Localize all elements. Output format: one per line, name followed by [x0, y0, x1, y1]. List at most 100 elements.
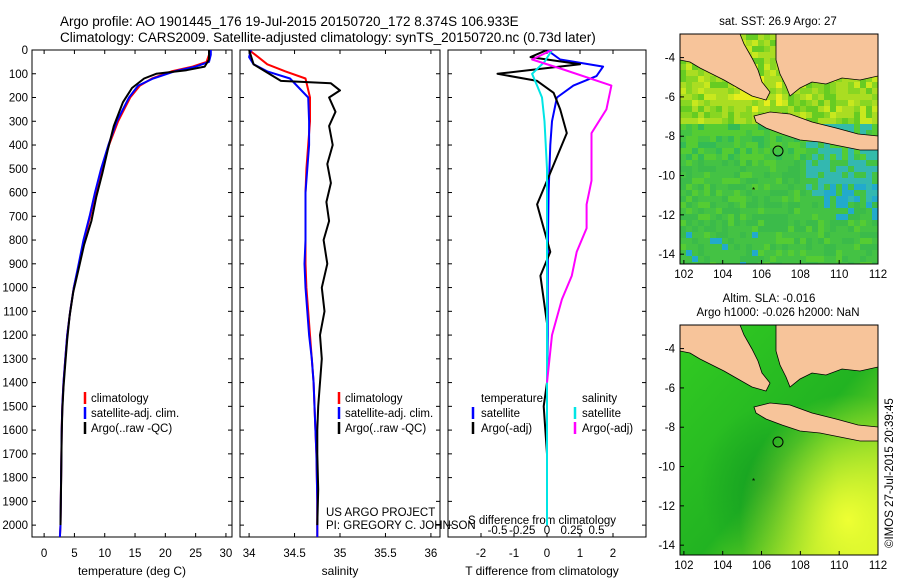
- sst-cell: [842, 208, 848, 214]
- sst-cell: [746, 154, 752, 160]
- sst-cell: [740, 34, 746, 40]
- y-tick-label: 400: [9, 140, 28, 152]
- y-tick-label: 300: [9, 116, 28, 128]
- map-y-tick-label: -6: [665, 383, 675, 395]
- sst-cell: [848, 94, 854, 100]
- figure-title-line2: Climatology: CARS2009. Satellite-adjuste…: [60, 30, 596, 45]
- sst-cell: [728, 196, 734, 202]
- sst-cell: [770, 160, 776, 166]
- sst-cell: [800, 142, 806, 148]
- sst-cell: [806, 142, 812, 148]
- sst-cell: [818, 166, 824, 172]
- y-tick-label: 700: [9, 211, 28, 223]
- sst-cell: [728, 190, 734, 196]
- sst-cell: [746, 40, 752, 46]
- sst-cell: [686, 238, 692, 244]
- sst-cell: [836, 190, 842, 196]
- sst-cell: [716, 148, 722, 154]
- sst-cell: [794, 202, 800, 208]
- sst-cell: [740, 262, 746, 264]
- sst-cell: [860, 184, 866, 190]
- sst-cell: [764, 106, 770, 112]
- salinity-panel-frame: [239, 49, 441, 538]
- sst-cell: [848, 238, 854, 244]
- sst-cell: [872, 124, 878, 130]
- sst-cell: [740, 142, 746, 148]
- sst-cell: [710, 136, 716, 142]
- sst-cell: [746, 232, 752, 238]
- sst-cell: [854, 232, 860, 238]
- sst-cell: [866, 178, 872, 184]
- sst-cell: [812, 208, 818, 214]
- sst-cell: [704, 88, 710, 94]
- sst-cell: [872, 190, 878, 196]
- sst-cell: [794, 142, 800, 148]
- sst-cell: [830, 82, 836, 88]
- sst-cell: [836, 100, 842, 106]
- sst-cell: [830, 154, 836, 160]
- sst-cell: [746, 160, 752, 166]
- sst-cell: [872, 166, 878, 172]
- sst-cell: [842, 154, 848, 160]
- sst-cell: [740, 256, 746, 262]
- x-tick-label: 2: [610, 548, 616, 560]
- sst-cell: [794, 178, 800, 184]
- sst-cell: [680, 112, 686, 118]
- sst-cell: [716, 250, 722, 256]
- sst-cell: [728, 112, 734, 118]
- sst-cell: [686, 232, 692, 238]
- sst-cell: [710, 238, 716, 244]
- sst-cell: [746, 262, 752, 264]
- difference-axes: -2 -1 0 1 2 -0.5 -0.25 0 0.25 0.5: [448, 49, 646, 560]
- sst-cell: [824, 106, 830, 112]
- sst-cell: [686, 250, 692, 256]
- sst-cell: [722, 196, 728, 202]
- sst-cell: [836, 232, 842, 238]
- sst-cell: [692, 232, 698, 238]
- sst-cell: [854, 172, 860, 178]
- sst-cell: [788, 190, 794, 196]
- sst-cell: [680, 196, 686, 202]
- sst-cell: [758, 148, 764, 154]
- sst-cell: [812, 172, 818, 178]
- sst-cell: [764, 136, 770, 142]
- sst-cell: [734, 238, 740, 244]
- sst-cell: [794, 112, 800, 118]
- sst-cell: [710, 76, 716, 82]
- sst-cell: [746, 112, 752, 118]
- sst-cell: [728, 250, 734, 256]
- sst-map-title: sat. SST: 26.9 Argo: 27: [719, 16, 837, 28]
- series-line-salinity-satellite: [531, 50, 553, 526]
- sst-cell: [848, 214, 854, 220]
- sst-cell: [692, 82, 698, 88]
- sst-cell: [812, 190, 818, 196]
- sst-cell: [854, 124, 860, 130]
- sst-cell: [686, 160, 692, 166]
- sst-cell: [698, 94, 704, 100]
- sst-cell: [734, 130, 740, 136]
- sst-map: *: [680, 34, 878, 264]
- sst-cell: [758, 256, 764, 262]
- sst-cell: [722, 130, 728, 136]
- temperature-xlabel: temperature (deg C): [78, 564, 186, 578]
- sst-cell: [776, 148, 782, 154]
- sst-cell: [782, 220, 788, 226]
- y-tick-label: 200: [9, 93, 28, 105]
- sst-cell: [794, 184, 800, 190]
- sst-cell: [770, 100, 776, 106]
- sst-cell: [854, 214, 860, 220]
- sst-cell: [830, 94, 836, 100]
- sst-cell: [812, 100, 818, 106]
- sst-cell: [860, 202, 866, 208]
- sst-cell: [848, 88, 854, 94]
- sst-cell: [746, 184, 752, 190]
- sst-cell: [686, 226, 692, 232]
- sst-cell: [806, 244, 812, 250]
- legend-label-satellite: satellite-adj. clim.: [91, 408, 179, 420]
- sst-cell: [704, 136, 710, 142]
- sst-cell: [848, 154, 854, 160]
- sst-cell: [680, 262, 686, 264]
- sst-cell: [716, 88, 722, 94]
- sst-cell: [746, 196, 752, 202]
- sst-cell: [764, 40, 770, 46]
